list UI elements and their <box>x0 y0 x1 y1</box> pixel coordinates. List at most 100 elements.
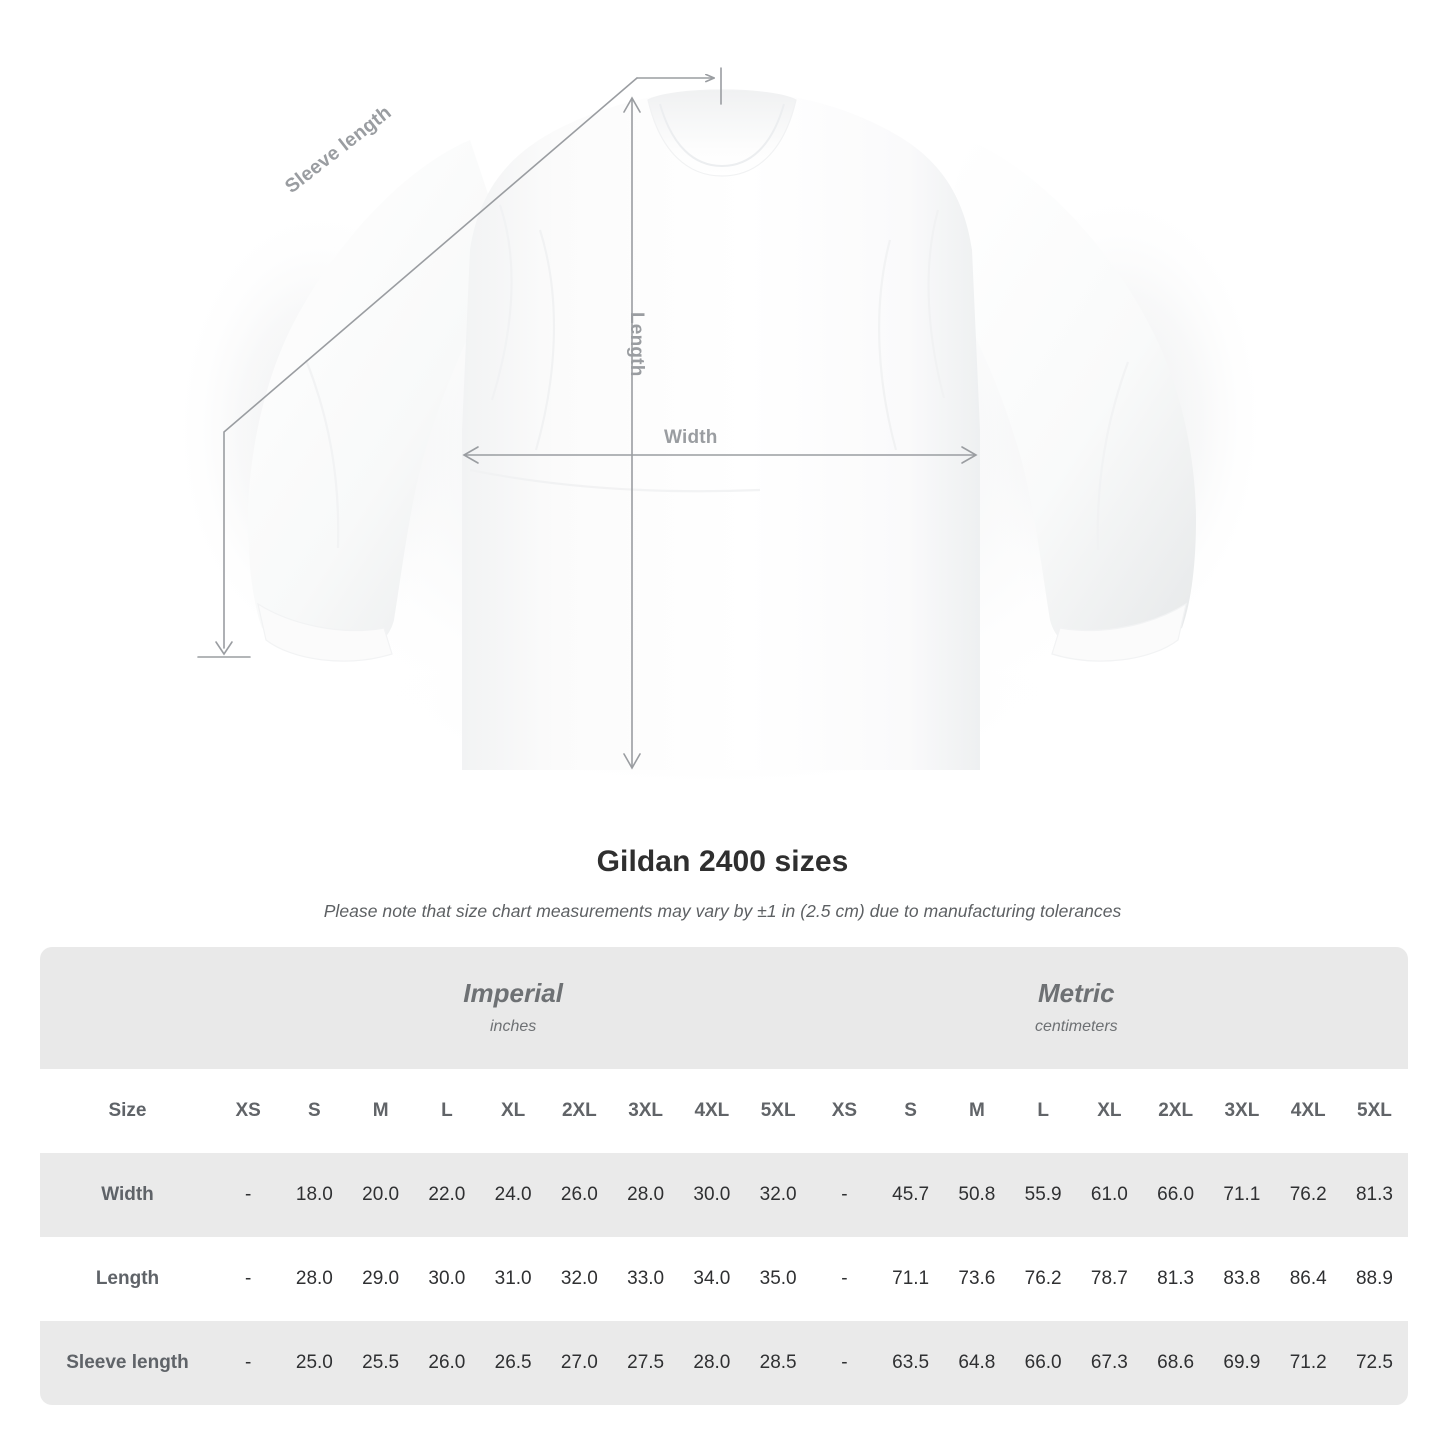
size-col-header-imp-m: M <box>347 1069 414 1153</box>
cell: 86.4 <box>1275 1237 1342 1321</box>
cell: 26.0 <box>546 1153 613 1237</box>
cell: 68.6 <box>1142 1321 1209 1405</box>
metric-system-cell: Metric centimeters <box>811 947 1342 1069</box>
size-col-header-met-2xl: 2XL <box>1142 1069 1209 1153</box>
imperial-unit: inches <box>490 1017 537 1035</box>
metric-label: Metric <box>1038 978 1115 1009</box>
length-label: Length <box>626 312 647 377</box>
size-col-header-imp-2xl: 2XL <box>546 1069 613 1153</box>
page-title: Gildan 2400 sizes <box>596 845 849 878</box>
cell: - <box>811 1321 878 1405</box>
cell: - <box>215 1321 282 1405</box>
size-table-container: Imperial inches Metric centimeters Size … <box>40 947 1408 1405</box>
size-table: Imperial inches Metric centimeters Size … <box>40 947 1408 1405</box>
cell: - <box>215 1153 282 1237</box>
cell: 45.7 <box>877 1153 944 1237</box>
table-row: Length - 28.0 29.0 30.0 31.0 32.0 33.0 3… <box>40 1237 1408 1321</box>
right-cuff <box>1051 602 1187 662</box>
garment-torso <box>462 95 980 770</box>
collar <box>647 89 797 177</box>
cell: 76.2 <box>1010 1237 1077 1321</box>
cell: 22.0 <box>413 1153 480 1237</box>
width-left-arrowhead <box>462 446 479 464</box>
cell: 73.6 <box>943 1237 1011 1321</box>
size-header-row: Size XS S M L XL 2XL 3XL 4XL 5XL XS S M … <box>40 1069 1408 1153</box>
cell: 50.8 <box>943 1153 1011 1237</box>
cell: 71.2 <box>1275 1321 1342 1405</box>
unit-row-spacer-end <box>1341 947 1408 1069</box>
cell: 32.0 <box>546 1237 613 1321</box>
cell: 55.9 <box>1010 1153 1077 1237</box>
cell: 25.0 <box>281 1321 348 1405</box>
measurement-lines <box>197 67 978 770</box>
size-col-header-met-m: M <box>943 1069 1011 1153</box>
size-col-header-met-l: L <box>1010 1069 1077 1153</box>
cell: 66.0 <box>1010 1321 1077 1405</box>
size-col-header-met-s: S <box>877 1069 944 1153</box>
row-label-sleeve-length: Sleeve length <box>40 1321 215 1405</box>
cell: 27.0 <box>546 1321 613 1405</box>
cell: 18.0 <box>281 1153 348 1237</box>
length-up-arrowhead <box>623 96 641 113</box>
sleeve-bottom-arrowhead <box>215 641 233 656</box>
sleeve-length-line <box>223 77 638 649</box>
size-header-label: Size <box>40 1069 215 1153</box>
fabric-folds <box>304 204 1130 551</box>
table-row: Width - 18.0 20.0 22.0 24.0 26.0 28.0 30… <box>40 1153 1408 1237</box>
cell: 35.0 <box>745 1237 812 1321</box>
chart-heading: Gildan 2400 sizes Please note that size … <box>0 845 1445 922</box>
cell: 76.2 <box>1275 1153 1342 1237</box>
cell: 20.0 <box>347 1153 414 1237</box>
left-cuff <box>257 602 393 662</box>
cell: - <box>811 1237 878 1321</box>
cell: - <box>215 1237 282 1321</box>
cell: 24.0 <box>480 1153 547 1237</box>
tolerance-note: Please note that size chart measurements… <box>323 901 1122 921</box>
cell: 26.5 <box>480 1321 547 1405</box>
cell: 71.1 <box>877 1237 944 1321</box>
width-label: Width <box>664 427 718 448</box>
size-col-header-met-3xl: 3XL <box>1208 1069 1276 1153</box>
size-col-header-imp-5xl: 5XL <box>745 1069 812 1153</box>
row-label-length: Length <box>40 1237 215 1321</box>
right-sleeve <box>934 140 1196 653</box>
size-col-header-imp-4xl: 4XL <box>678 1069 745 1153</box>
size-col-header-imp-s: S <box>281 1069 348 1153</box>
left-sleeve <box>248 140 510 653</box>
cell: 33.0 <box>612 1237 679 1321</box>
cell: - <box>811 1153 878 1237</box>
cell: 28.0 <box>612 1153 679 1237</box>
garment-diagram: Sleeve length Length Width <box>170 67 1270 790</box>
size-col-header-imp-xl: XL <box>480 1069 547 1153</box>
cell: 64.8 <box>943 1321 1011 1405</box>
garment-illustration-svg <box>170 67 1270 790</box>
cell: 63.5 <box>877 1321 944 1405</box>
size-col-header-met-5xl: 5XL <box>1341 1069 1408 1153</box>
collar-inner <box>659 103 785 168</box>
size-col-header-met-4xl: 4XL <box>1275 1069 1342 1153</box>
cell: 32.0 <box>745 1153 812 1237</box>
cell: 81.3 <box>1341 1153 1408 1237</box>
cell: 83.8 <box>1208 1237 1276 1321</box>
imperial-label: Imperial <box>463 978 563 1009</box>
metric-unit: centimeters <box>1034 1017 1118 1035</box>
cell: 61.0 <box>1076 1153 1143 1237</box>
garment-body <box>248 89 1196 770</box>
size-col-header-imp-xs: XS <box>215 1069 282 1153</box>
width-right-arrowhead <box>961 446 978 464</box>
size-col-header-met-xl: XL <box>1076 1069 1143 1153</box>
cell: 72.5 <box>1341 1321 1408 1405</box>
cell: 27.5 <box>612 1321 679 1405</box>
table-row: Sleeve length - 25.0 25.5 26.0 26.5 27.0… <box>40 1321 1408 1405</box>
cell: 66.0 <box>1142 1153 1209 1237</box>
cell: 30.0 <box>678 1153 745 1237</box>
cell: 88.9 <box>1341 1237 1408 1321</box>
cell: 30.0 <box>413 1237 480 1321</box>
cell: 26.0 <box>413 1321 480 1405</box>
cell: 28.0 <box>678 1321 745 1405</box>
length-down-arrowhead <box>623 753 641 770</box>
size-col-header-met-xs: XS <box>811 1069 878 1153</box>
cell: 71.1 <box>1208 1153 1276 1237</box>
cell: 81.3 <box>1142 1237 1209 1321</box>
